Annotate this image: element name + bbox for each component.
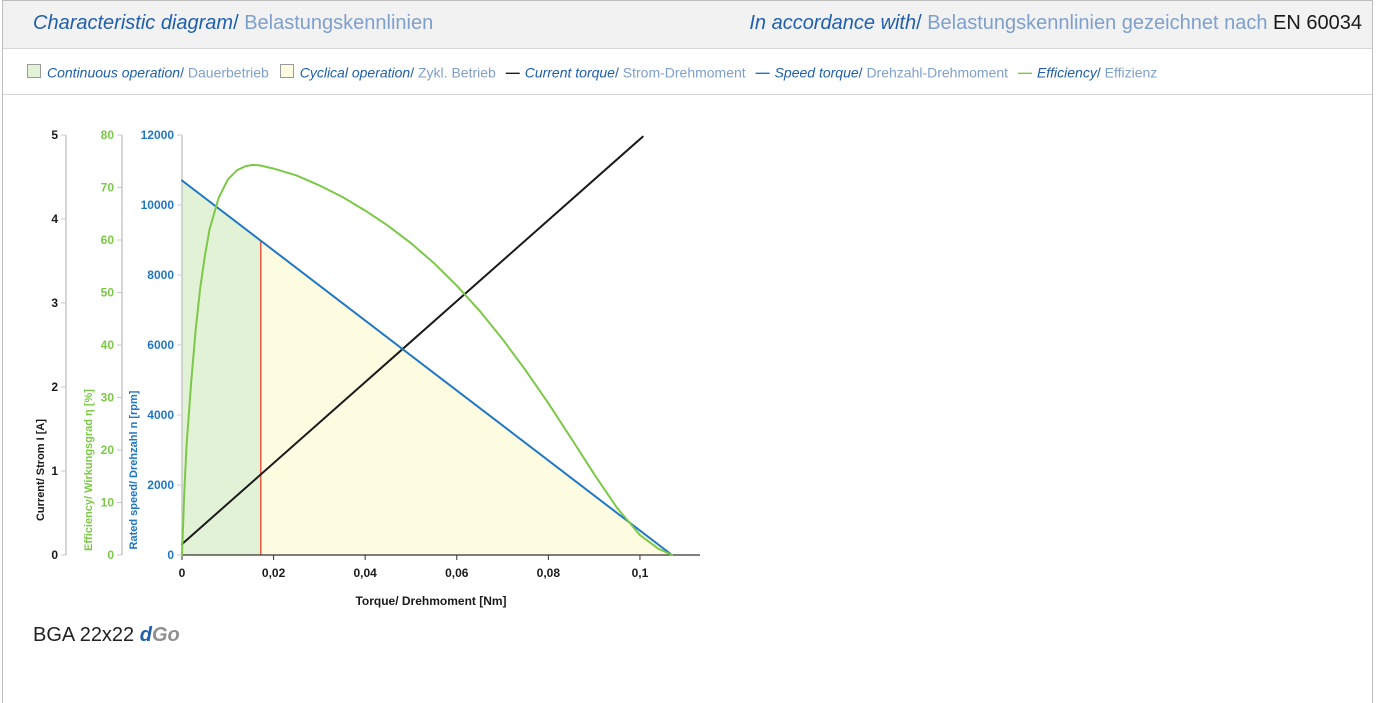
product-model: BGA 22x22	[33, 624, 135, 646]
title-de: Belastungskennlinien	[244, 12, 434, 34]
legend-sep: /	[858, 64, 867, 81]
efficiency-tick-label: 30	[101, 391, 115, 405]
x-tick-label: 0,08	[537, 566, 561, 580]
current-torque-line	[181, 135, 644, 546]
legend-continuous-en: Continuous operation	[47, 64, 181, 81]
legend-current-de: Strom-Drehmoment	[622, 64, 746, 81]
speed-axis-label: Rated speed/ Drehzahl n [rpm]	[128, 390, 140, 549]
efficiency-tick-label: 20	[101, 443, 115, 457]
cyclical-swatch	[279, 64, 294, 79]
efficiency-tick-label: 50	[101, 286, 115, 300]
speed-tick-label: 6000	[147, 338, 174, 352]
brand-logo-d: d	[139, 624, 152, 646]
legend-cyclical-de: Zykl. Betrieb	[418, 64, 496, 81]
current-tick-label: 4	[51, 212, 58, 226]
speed-tick-label: 0	[167, 548, 174, 562]
speed-line-swatch: —	[755, 64, 770, 81]
legend-continuous-de: Dauerbetrieb	[187, 64, 269, 81]
efficiency-tick-label: 70	[101, 181, 115, 195]
efficiency-axis-label: Efficiency/ Wirkungsgrad η [%]	[83, 389, 95, 551]
brand-logo-go: Go	[151, 624, 180, 646]
speed-tick-label: 10000	[141, 198, 175, 212]
current-tick-label: 0	[51, 548, 58, 562]
efficiency-tick-label: 0	[107, 548, 114, 562]
standard-note: In accordance with/ Belastungskennlinien…	[749, 12, 1362, 35]
current-tick-label: 3	[51, 296, 58, 310]
efficiency-tick-label: 60	[101, 233, 115, 247]
efficiency-tick-label: 40	[101, 338, 115, 352]
legend-speed-de: Drehzahl-Drehmoment	[866, 64, 1009, 81]
efficiency-curve	[181, 163, 673, 556]
standard-code: EN 60034	[1273, 12, 1362, 34]
current-tick-label: 2	[51, 380, 58, 394]
legend-sep: /	[410, 64, 418, 81]
efficiency-tick-label: 80	[101, 128, 115, 142]
efficiency-tick-label: 10	[101, 496, 115, 510]
speed-tick-label: 4000	[147, 408, 174, 422]
x-tick-label: 0,1	[632, 566, 649, 580]
legend-sep: /	[180, 64, 188, 81]
x-tick-label: 0,06	[445, 566, 469, 580]
legend-speed-en: Speed torque	[774, 64, 859, 81]
continuous-swatch	[27, 64, 41, 79]
legend-efficiency-en: Efficiency	[1036, 64, 1097, 81]
current-axis-label: Current/ Strom I [A]	[35, 419, 47, 521]
speed-torque-line	[181, 179, 673, 556]
x-axis-label: Torque/ Drehmoment [Nm]	[355, 594, 506, 608]
legend-current-en: Current torque	[524, 64, 615, 81]
header-bar: Characteristic diagram/ Belastungskennli…	[3, 1, 1372, 49]
x-tick-label: 0	[179, 566, 186, 580]
title-en: Characteristic diagram	[33, 12, 234, 34]
speed-tick-label: 8000	[147, 268, 174, 282]
efficiency-line-swatch: —	[1017, 64, 1032, 81]
accordance-sep: /	[916, 12, 928, 34]
accordance-de: Belastungskennlinien gezeichnet nach	[927, 12, 1268, 34]
legend: Continuous operation/ Dauerbetrieb Cycli…	[27, 63, 1157, 80]
title-sep: /	[233, 12, 245, 34]
current-tick-label: 5	[51, 128, 58, 142]
speed-tick-label: 12000	[141, 128, 175, 142]
legend-bar: Continuous operation/ Dauerbetrieb Cycli…	[3, 49, 1372, 95]
legend-sep: /	[614, 64, 623, 81]
product-label: BGA 22x22 dGo	[33, 624, 180, 647]
accordance-en: In accordance with	[749, 12, 917, 34]
x-tick-label: 0,04	[353, 566, 377, 580]
continuous-operation-area	[182, 180, 261, 555]
x-tick-label: 0,02	[262, 566, 286, 580]
speed-tick-label: 2000	[147, 478, 174, 492]
current-line-swatch: —	[505, 64, 520, 81]
legend-sep: /	[1096, 64, 1105, 81]
legend-cyclical-en: Cyclical operation	[299, 64, 411, 81]
legend-efficiency-de: Effizienz	[1104, 64, 1158, 81]
current-tick-label: 1	[51, 464, 58, 478]
diagram-title: Characteristic diagram/ Belastungskennli…	[33, 12, 433, 35]
